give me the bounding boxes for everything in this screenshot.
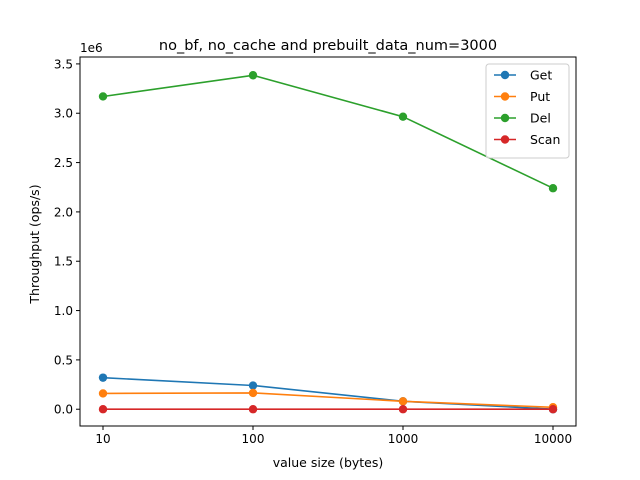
data-point-scan bbox=[398, 405, 408, 414]
data-point-put bbox=[248, 388, 258, 398]
y-tick-label: 3.5 bbox=[54, 57, 73, 71]
data-point-del bbox=[548, 184, 558, 193]
legend-marker-scan bbox=[500, 135, 510, 144]
series-line-del bbox=[102, 74, 554, 189]
y-tick-label: 3.0 bbox=[54, 107, 73, 121]
x-tick-label: 10000 bbox=[534, 432, 572, 446]
data-point-get bbox=[248, 381, 258, 390]
plot-frame bbox=[79, 56, 577, 427]
legend-box bbox=[485, 63, 570, 159]
data-point-scan bbox=[98, 405, 108, 414]
y-tick-label: 1.0 bbox=[54, 304, 73, 318]
series-line-put bbox=[102, 392, 554, 409]
axes: 10 100 1000 10000 0.0 0.5 1.0 1.5 2.0 2.5 3.0 3.5 bbox=[54, 57, 572, 446]
data-point-del bbox=[398, 112, 408, 121]
chart-title: no_bf, no_cache and prebuilt_data_num=30… bbox=[159, 38, 497, 54]
y-axis-label: Throughput (ops/s) bbox=[27, 184, 42, 304]
legend-label-put: Put bbox=[530, 89, 550, 104]
y-tick-label: 2.0 bbox=[54, 205, 73, 219]
y-tick-label: 0.5 bbox=[54, 353, 73, 367]
data-point-del bbox=[248, 71, 258, 80]
legend-label-del: Del bbox=[530, 111, 551, 126]
data-point-scan bbox=[248, 405, 258, 414]
legend-marker-del bbox=[500, 113, 510, 123]
legend-label-scan: Scan bbox=[530, 132, 560, 147]
legend-label-get: Get bbox=[530, 68, 552, 83]
data-point-put bbox=[398, 397, 408, 406]
data-point-scan bbox=[548, 405, 558, 414]
legend-marker-get bbox=[500, 70, 510, 80]
y-axis-offset-label: 1e6 bbox=[80, 41, 103, 55]
y-tick-label: 2.5 bbox=[54, 156, 73, 170]
x-tick-label: 10 bbox=[95, 432, 110, 446]
data-point-del bbox=[98, 92, 108, 101]
series-group bbox=[98, 71, 558, 414]
data-point-put bbox=[98, 389, 108, 398]
y-tick-label: 0.0 bbox=[54, 403, 73, 417]
data-point-get bbox=[98, 373, 108, 382]
x-tick-label: 1000 bbox=[388, 432, 419, 446]
x-axis-label: value size (bytes) bbox=[273, 455, 384, 470]
y-tick-label: 1.5 bbox=[54, 255, 73, 269]
legend: Get Put Del Scan bbox=[485, 63, 570, 159]
series-line-get bbox=[102, 376, 554, 410]
x-tick-label: 100 bbox=[242, 432, 265, 446]
legend-marker-put bbox=[500, 92, 510, 101]
